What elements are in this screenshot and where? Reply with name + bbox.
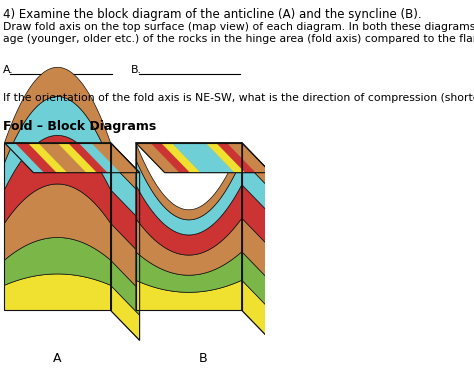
Polygon shape: [110, 143, 140, 193]
Polygon shape: [161, 143, 201, 173]
Polygon shape: [4, 184, 110, 260]
Polygon shape: [136, 252, 242, 292]
Polygon shape: [28, 143, 67, 173]
Polygon shape: [136, 143, 271, 173]
Text: Draw fold axis on the top surface (map view) of each diagram. In both these diag: Draw fold axis on the top surface (map v…: [3, 22, 474, 44]
Polygon shape: [136, 143, 180, 173]
Polygon shape: [206, 143, 246, 173]
Polygon shape: [242, 159, 271, 215]
Polygon shape: [4, 238, 110, 285]
Polygon shape: [216, 143, 256, 173]
Polygon shape: [4, 274, 110, 310]
Polygon shape: [242, 218, 271, 282]
Polygon shape: [110, 163, 140, 220]
Polygon shape: [242, 184, 271, 248]
Polygon shape: [110, 190, 140, 253]
Polygon shape: [110, 285, 140, 340]
Polygon shape: [38, 143, 87, 173]
Text: B: B: [199, 352, 208, 365]
Polygon shape: [227, 143, 271, 173]
Polygon shape: [136, 184, 242, 255]
Polygon shape: [4, 135, 110, 223]
Polygon shape: [136, 159, 242, 235]
Polygon shape: [172, 143, 235, 173]
Polygon shape: [242, 143, 271, 189]
Text: Fold – Block Diagrams: Fold – Block Diagrams: [3, 120, 156, 133]
Polygon shape: [110, 223, 140, 290]
Text: B.: B.: [131, 65, 142, 75]
Polygon shape: [151, 143, 190, 173]
Polygon shape: [4, 143, 140, 173]
Polygon shape: [79, 143, 120, 173]
Polygon shape: [136, 218, 242, 275]
Text: A.: A.: [3, 65, 13, 75]
Polygon shape: [57, 143, 97, 173]
Polygon shape: [242, 252, 271, 310]
Text: If the orientation of the fold axis is NE-SW, what is the direction of compressi: If the orientation of the fold axis is N…: [3, 93, 474, 103]
Text: 4) Examine the block diagram of the anticline (A) and the syncline (B).: 4) Examine the block diagram of the anti…: [3, 8, 421, 21]
Polygon shape: [15, 143, 57, 173]
Polygon shape: [4, 143, 44, 173]
Polygon shape: [136, 143, 242, 220]
Polygon shape: [4, 97, 110, 190]
Polygon shape: [4, 67, 110, 163]
Polygon shape: [136, 280, 242, 310]
Polygon shape: [91, 143, 140, 173]
Text: A: A: [53, 352, 62, 365]
Polygon shape: [242, 280, 271, 340]
Polygon shape: [110, 260, 140, 315]
Polygon shape: [68, 143, 108, 173]
